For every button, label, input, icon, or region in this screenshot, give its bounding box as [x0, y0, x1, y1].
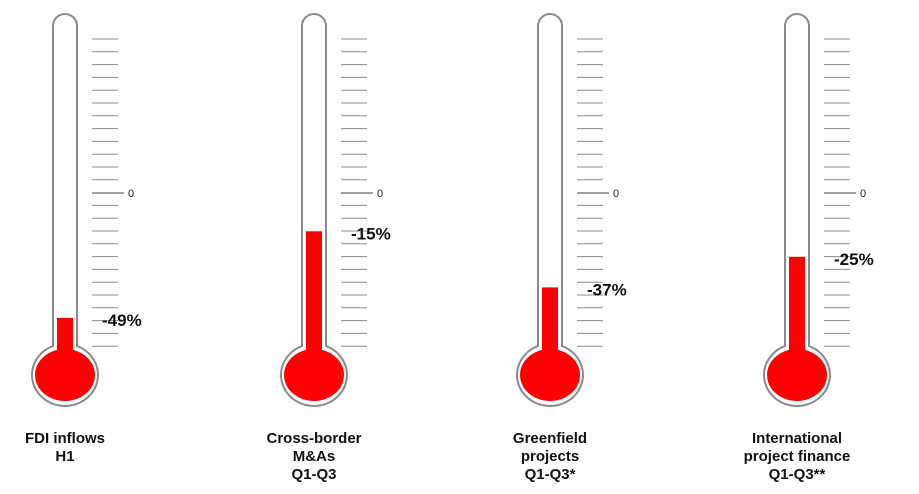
- category-label-line: Q1-Q3**: [769, 466, 826, 483]
- mercury-bulb: [767, 349, 827, 401]
- mercury-bulb: [35, 349, 95, 401]
- value-label: -49%: [102, 311, 142, 330]
- mercury-bulb: [284, 349, 344, 401]
- category-label-line: Q1-Q3: [291, 466, 336, 483]
- zero-label: 0: [377, 188, 383, 200]
- thermometer-outline: [31, 13, 99, 407]
- thermometer-3: 0 -37% Greenfield projects Q1-Q3*: [513, 13, 627, 483]
- category-label-line: projects: [521, 448, 579, 465]
- category-label-line: project finance: [744, 448, 851, 465]
- thermometer-outline: [280, 13, 348, 407]
- zero-label: 0: [128, 188, 134, 200]
- scale-ticks: [341, 38, 373, 347]
- category-label: International project finance Q1-Q3**: [744, 430, 851, 483]
- category-label-line: International: [752, 430, 842, 447]
- mercury-column: [57, 317, 73, 355]
- scale-ticks: [824, 38, 856, 347]
- scale-ticks: [577, 38, 609, 347]
- value-label: -37%: [587, 280, 627, 299]
- category-label: Greenfield projects Q1-Q3*: [513, 430, 587, 483]
- category-label-line: M&As: [293, 448, 336, 465]
- category-label: FDI inflows H1: [25, 430, 105, 465]
- zero-label: 0: [860, 188, 866, 200]
- category-label: Cross-border M&As Q1-Q3: [266, 430, 361, 483]
- thermometer-outline: [516, 13, 584, 407]
- category-label-line: H1: [55, 448, 74, 465]
- value-label: -25%: [834, 250, 874, 269]
- mercury-column: [306, 231, 322, 356]
- mercury-bulb: [520, 349, 580, 401]
- category-label-line: Q1-Q3*: [525, 466, 576, 483]
- category-label-line: FDI inflows: [25, 430, 105, 447]
- mercury-column: [789, 256, 805, 356]
- thermometer-1: 0 -49% FDI inflows H1: [25, 13, 142, 465]
- thermometer-4: 0 -25% International project finance Q1-Q3**: [744, 13, 874, 483]
- category-label-line: Cross-border: [266, 430, 361, 447]
- mercury-column: [542, 287, 558, 355]
- scale-ticks: [92, 38, 124, 347]
- value-label: -15%: [351, 224, 391, 243]
- category-label-line: Greenfield: [513, 430, 587, 447]
- thermometer-2: 0 -15% Cross-border M&As Q1-Q3: [266, 13, 391, 483]
- thermometer-outline: [763, 13, 831, 407]
- zero-label: 0: [613, 188, 619, 200]
